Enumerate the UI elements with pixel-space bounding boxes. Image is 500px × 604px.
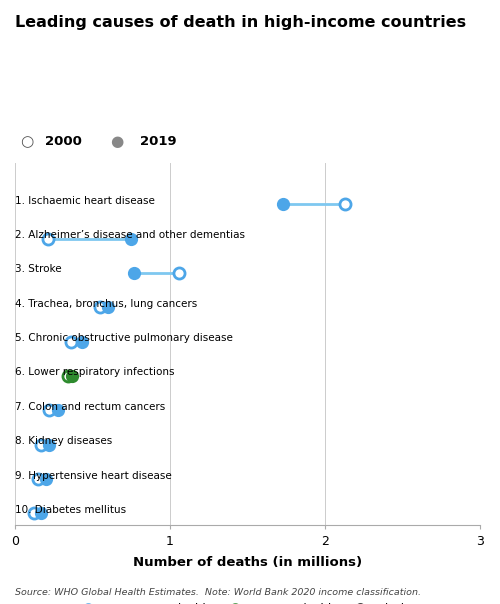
Text: 3. Stroke: 3. Stroke — [15, 265, 62, 274]
Text: 6. Lower respiratory infections: 6. Lower respiratory infections — [15, 367, 174, 378]
Legend: Noncommunicable, Communicable, Injuries: Noncommunicable, Communicable, Injuries — [72, 599, 424, 604]
Text: 2019: 2019 — [140, 135, 176, 149]
Text: 7. Colon and rectum cancers: 7. Colon and rectum cancers — [15, 402, 165, 412]
Text: 9. Hypertensive heart disease: 9. Hypertensive heart disease — [15, 471, 172, 481]
Text: 4. Trachea, bronchus, lung cancers: 4. Trachea, bronchus, lung cancers — [15, 299, 197, 309]
Text: ●: ● — [110, 135, 123, 149]
Text: Source: WHO Global Health Estimates.  Note: World Bank 2020 income classificatio: Source: WHO Global Health Estimates. Not… — [15, 588, 421, 597]
Text: 8. Kidney diseases: 8. Kidney diseases — [15, 436, 112, 446]
Text: 5. Chronic obstructive pulmonary disease: 5. Chronic obstructive pulmonary disease — [15, 333, 233, 343]
Text: ○: ○ — [20, 135, 33, 149]
Text: 1. Ischaemic heart disease: 1. Ischaemic heart disease — [15, 196, 155, 206]
Text: 2000: 2000 — [45, 135, 82, 149]
Text: Leading causes of death in high-income countries: Leading causes of death in high-income c… — [15, 15, 466, 30]
Text: 10. Diabetes mellitus: 10. Diabetes mellitus — [15, 505, 126, 515]
X-axis label: Number of deaths (in millions): Number of deaths (in millions) — [133, 556, 362, 569]
Text: 2. Alzheimer’s disease and other dementias: 2. Alzheimer’s disease and other dementi… — [15, 230, 245, 240]
